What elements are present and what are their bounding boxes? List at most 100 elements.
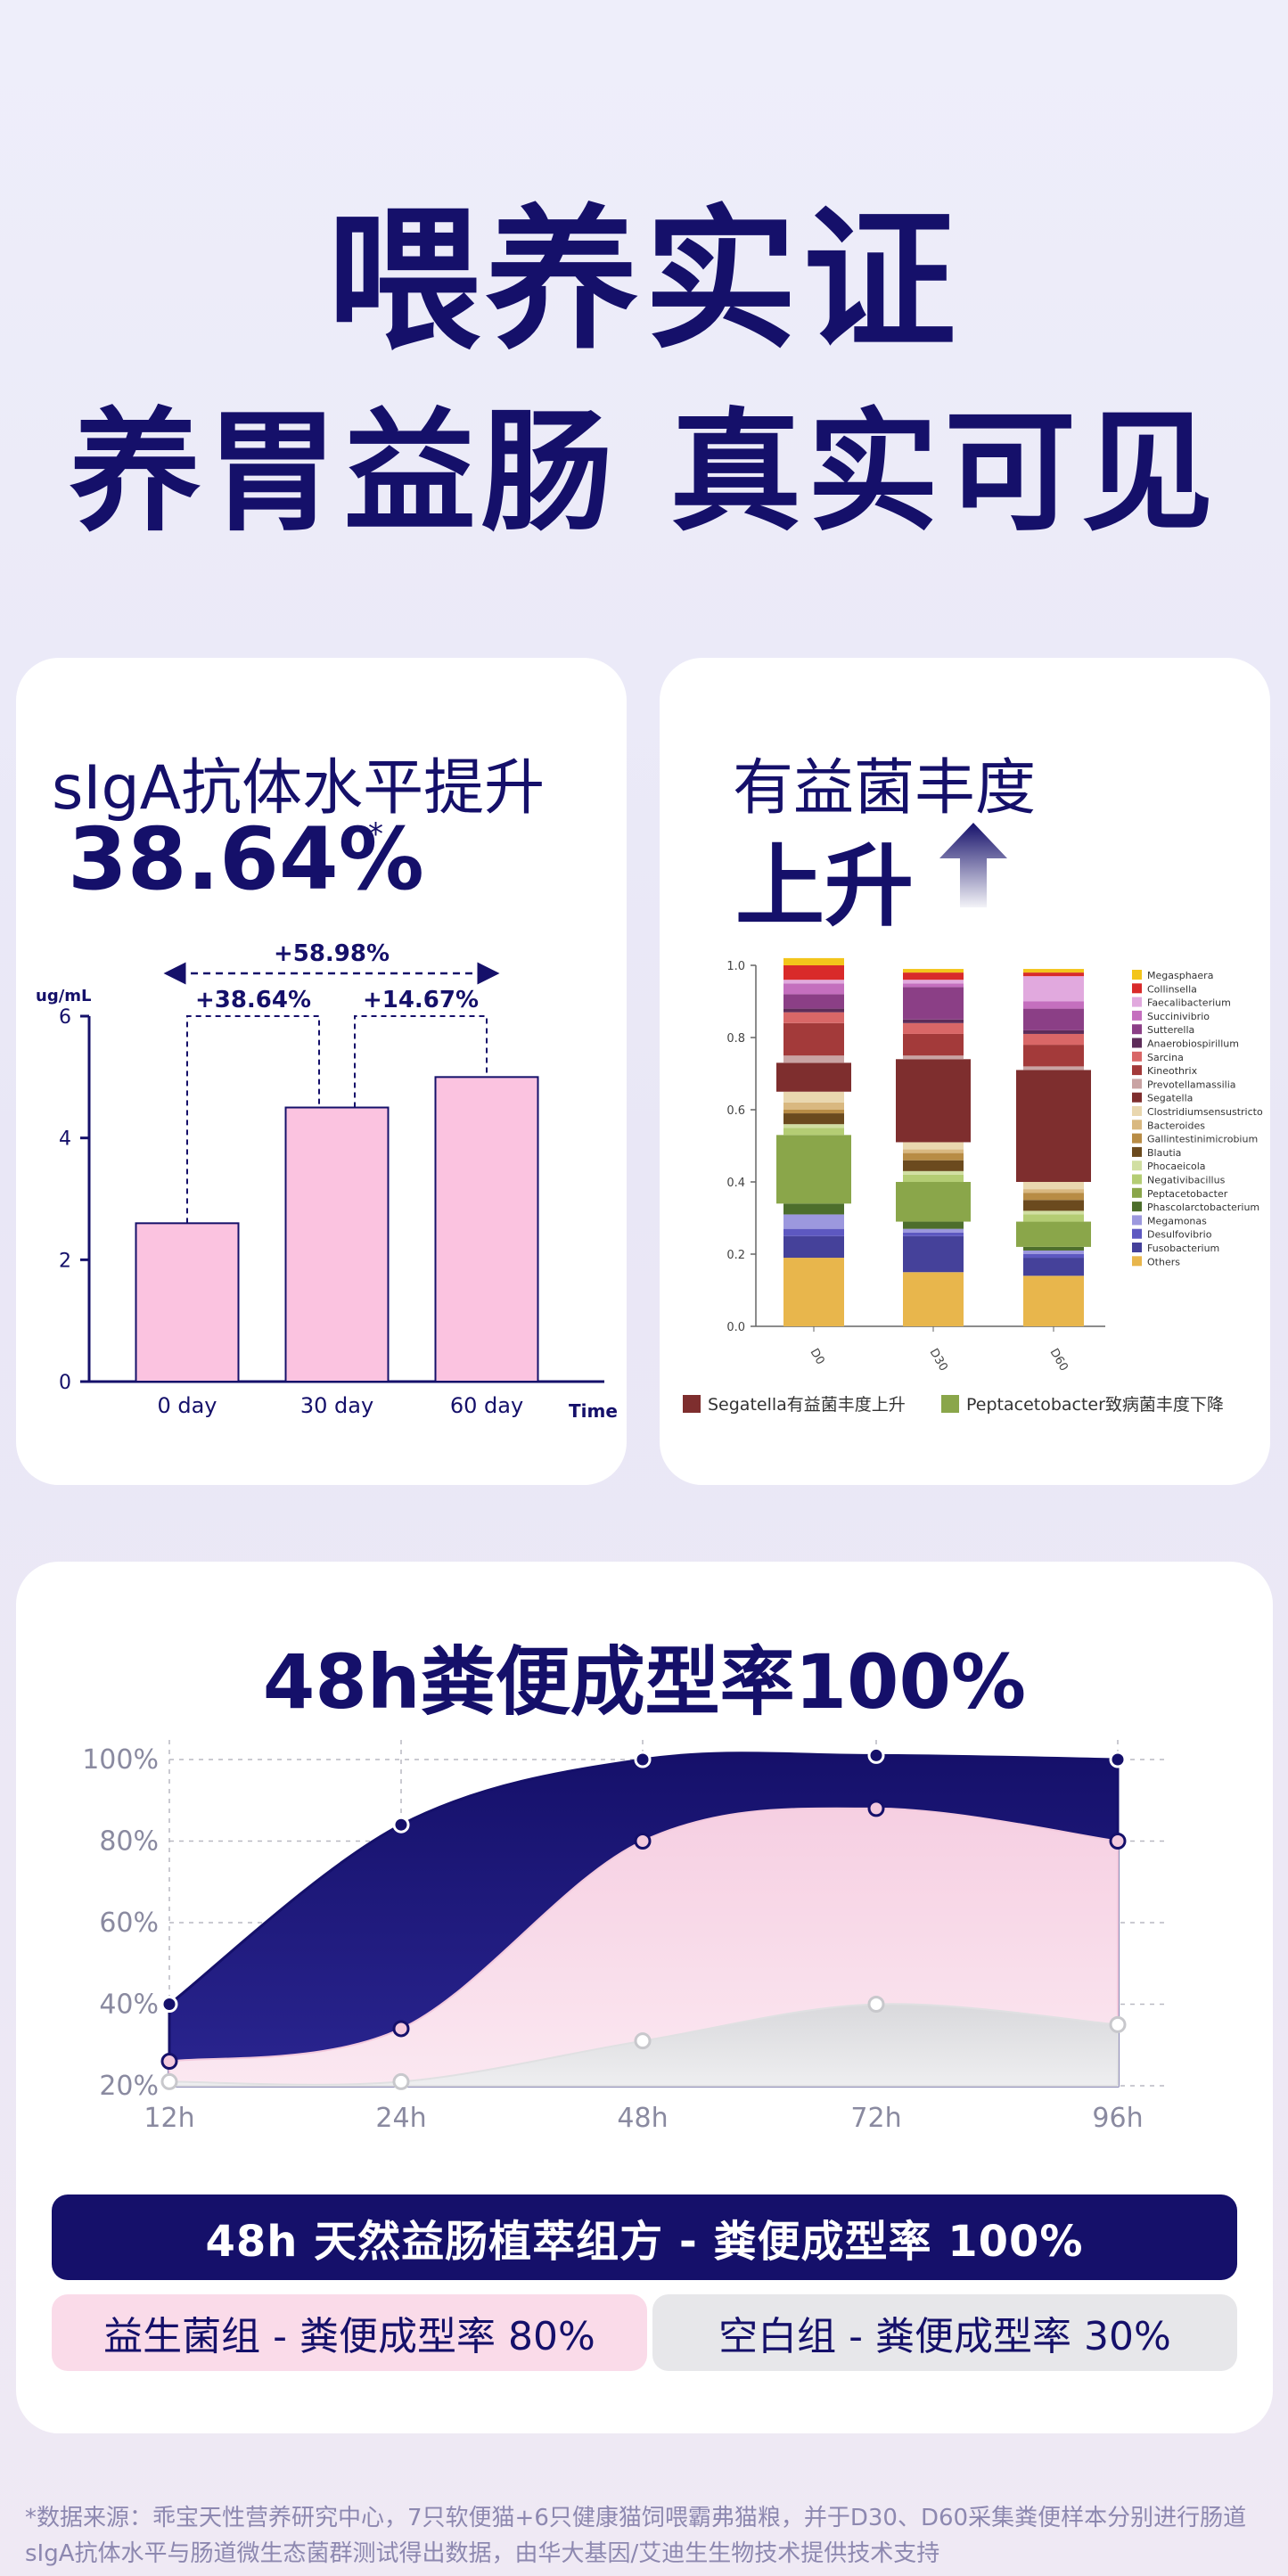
flora-bar-segment <box>783 1228 844 1236</box>
flora-legend-label: Megasphaera <box>1147 970 1213 981</box>
flora-legend-swatch <box>1132 1120 1142 1130</box>
flora-stacked-chart: 0.0 0.2 0.4 0.6 0.8 1.0 D0 D30 D60 Megasphaera Co… <box>683 957 1263 1415</box>
legend-probiotic-group: 益生菌组 - 粪便成型率 80% <box>52 2294 647 2371</box>
flora-bar-segment <box>1023 1193 1084 1201</box>
flora-legend-swatch <box>1132 970 1142 980</box>
flora-bar-segment <box>783 1055 844 1063</box>
flora-bar-segment <box>783 1110 844 1114</box>
stool-data-point <box>867 1746 885 1764</box>
flora-bar-segment <box>776 1135 851 1204</box>
flora-legend-label: Fusobacterium <box>1147 1243 1219 1254</box>
flora-bar-segment <box>903 1142 964 1150</box>
flora-bar-segment <box>903 1228 964 1233</box>
siga-bar <box>434 1076 539 1382</box>
siga-annotation-30-60: +14.67% <box>363 987 479 1013</box>
flora-bar-segment <box>1023 1033 1084 1046</box>
flora-bar-segment <box>1023 1001 1084 1009</box>
siga-y-tick-label: 2 <box>59 1250 71 1272</box>
stool-card: 48h粪便成型率100% 20% 40% 60% 80% 100% 12h 24h 48h 72… <box>16 1562 1273 2433</box>
flora-legend-swatch <box>1132 1106 1142 1116</box>
stool-data-point <box>160 2072 178 2090</box>
stool-data-point <box>392 1816 410 1834</box>
flora-legend-swatch <box>1132 1038 1142 1048</box>
stool-x-tick-label: 12h <box>144 2103 194 2134</box>
flora-bar-segment <box>903 1019 964 1023</box>
flora-bar-segment <box>1023 972 1084 977</box>
flora-bar-segment <box>903 1055 964 1060</box>
flora-legend-swatch <box>1132 1079 1142 1089</box>
siga-bar <box>284 1106 390 1382</box>
flora-legend-swatch <box>1132 1092 1142 1103</box>
flora-bar-segment <box>1023 969 1084 973</box>
flora-bar-segment <box>1023 1254 1084 1259</box>
up-arrow-icon <box>939 823 1007 907</box>
flora-bar-segment <box>1016 1070 1091 1182</box>
flora-bar-segment <box>776 1062 851 1092</box>
flora-bar-segment <box>903 1153 964 1161</box>
flora-legend-label: Negativibacillus <box>1147 1175 1226 1186</box>
flora-title: 有益菌丰度 <box>733 753 1037 824</box>
flora-legend-label: Sarcina <box>1147 1052 1184 1063</box>
flora-x-tick-label: D60 <box>1047 1347 1071 1374</box>
flora-bar-segment <box>783 1124 844 1128</box>
flora-legend-label: Others <box>1147 1256 1180 1267</box>
flora-legend-swatch <box>1132 1202 1142 1212</box>
siga-bracket-0-30 <box>186 1015 320 1224</box>
siga-annotation-total: +58.98% <box>274 940 390 967</box>
flora-legend-label: Phocaeicola <box>1147 1161 1206 1172</box>
flora-bar-segment <box>1023 976 1084 1002</box>
page-title-line1: 喂养实证 <box>326 191 962 370</box>
flora-bar-segment <box>783 1008 844 1013</box>
flora-y-tick-label: 0.4 <box>726 1177 745 1190</box>
flora-bar-segment <box>1023 1246 1084 1251</box>
flora-legend-swatch <box>1132 1146 1142 1157</box>
flora-legend-label: Faecalibacterium <box>1147 997 1231 1009</box>
flora-legend-label: Desulfovibrio <box>1147 1229 1212 1241</box>
stool-x-tick-label: 48h <box>617 2103 668 2134</box>
stool-data-point <box>867 1996 885 2013</box>
flora-bar-segment <box>903 1022 964 1034</box>
flora-bar-segment <box>896 1059 971 1143</box>
flora-legend-swatch <box>1132 1133 1142 1144</box>
siga-bar-chart: 0 2 4 6 0 day 30 day 60 day +58.98% +38.64% +14… <box>36 940 618 1422</box>
stool-data-point <box>1109 2015 1127 2033</box>
flora-bar-segment <box>783 965 844 980</box>
flora-bottom-legend-swatch <box>683 1395 701 1413</box>
siga-x-tick-label: 60 day <box>450 1393 523 1418</box>
flora-legend-label: Gallintestinimicrobium <box>1147 1134 1258 1145</box>
stool-data-point <box>1109 1751 1127 1768</box>
flora-legend-swatch <box>1132 1256 1142 1267</box>
flora-y-tick-label: 0.0 <box>726 1321 745 1334</box>
flora-bottom-legend-label: Peptacetobacter致病菌丰度下降 <box>966 1395 1224 1415</box>
stool-data-point <box>634 2032 652 2050</box>
siga-y-tick-label: 6 <box>59 1006 71 1029</box>
stool-y-tick-label: 100% <box>82 1744 159 1776</box>
flora-legend-swatch <box>1132 997 1142 1007</box>
flora-bar-segment <box>783 1203 844 1215</box>
flora-bar-segment <box>903 1232 964 1236</box>
flora-legend-swatch <box>1132 1228 1142 1239</box>
flora-bar-segment <box>1023 1214 1084 1222</box>
siga-y-unit: ug/mL <box>36 987 92 1005</box>
flora-bar-segment <box>783 1235 844 1259</box>
flora-bar-segment <box>903 1221 964 1229</box>
flora-legend-label: Bacteroides <box>1147 1120 1205 1131</box>
legend-main-group: 48h 天然益肠植萃组方 - 粪便成型率 100% <box>52 2195 1237 2280</box>
stool-x-tick-label: 24h <box>375 2103 426 2134</box>
flora-bar-segment <box>783 1214 844 1229</box>
flora-bar-segment <box>903 1033 964 1056</box>
flora-legend-label: Segatella <box>1147 1093 1193 1104</box>
flora-bar-segment <box>783 1091 844 1103</box>
flora-legend-swatch <box>1132 1024 1142 1035</box>
page-title-line2: 养胃益肠 真实可见 <box>69 396 1219 549</box>
flora-bar-segment <box>1023 1182 1084 1190</box>
flora-bar-segment <box>903 983 964 988</box>
siga-value: 38.64% <box>68 809 424 909</box>
flora-bar-segment <box>896 1182 971 1222</box>
flora-bar-segment <box>903 1170 964 1175</box>
flora-legend-swatch <box>1132 1065 1142 1076</box>
flora-bar-segment <box>903 980 964 984</box>
flora-bar-segment <box>783 1258 844 1326</box>
flora-bar-segment <box>783 1128 844 1136</box>
flora-bar-segment <box>1023 1189 1084 1194</box>
